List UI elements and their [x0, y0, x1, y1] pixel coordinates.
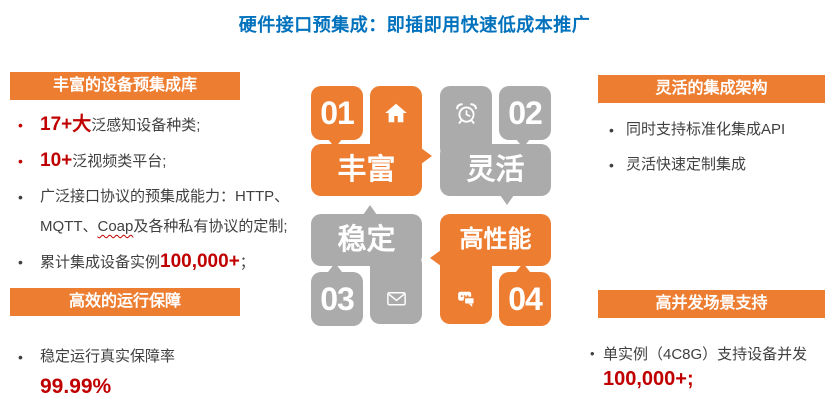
- panel-device-library: 丰富的设备预集成库 • 17+大泛感知设备种类; • 10+泛视频类平台; • …: [10, 72, 306, 283]
- bullet-text: 泛视频类平台;: [72, 153, 167, 170]
- panel-runtime-guarantee-header: 高效的运行保障: [10, 288, 240, 316]
- device-library-bullet-list: • 17+大泛感知设备种类; • 10+泛视频类平台; • 广泛接口协议的预集成…: [10, 110, 306, 278]
- bullet-marker: •: [609, 122, 614, 138]
- bubble-tail: [421, 148, 432, 164]
- list-item: • 10+泛视频类平台;: [10, 146, 306, 177]
- bullet-marker: •: [609, 157, 614, 173]
- envelope-icon: [370, 254, 422, 324]
- quadrant-diagram: 01 丰富 02 灵活 稳定 03: [311, 86, 551, 326]
- chat-bubbles-icon: [440, 254, 492, 324]
- bullet-marker: •: [18, 117, 23, 133]
- bullet-marker: •: [18, 153, 23, 169]
- list-item: • 17+大泛感知设备种类;: [10, 110, 306, 141]
- quadrant-3-stable: 稳定 03: [311, 205, 422, 326]
- panel-device-library-header: 丰富的设备预集成库: [10, 72, 240, 100]
- bullet-text: 及各种私有协议的定制;: [133, 218, 288, 235]
- bullet-text: 同时支持标准化集成API: [626, 121, 786, 138]
- quadrant-label: 灵活: [440, 144, 551, 196]
- highlight-value: 17+大: [40, 114, 92, 135]
- bullet-text: ；: [239, 254, 255, 271]
- list-item: • 广泛接口协议的预集成能力：HTTP、MQTT、Coap及各种私有协议的定制;: [10, 182, 306, 242]
- page-title: 硬件接口预集成：即插即用快速低成本推广: [238, 15, 591, 35]
- bubble-tail: [430, 250, 441, 266]
- quadrant-number-badge: 04: [499, 272, 551, 326]
- quadrant-4-high-performance: 高性能 04: [430, 214, 551, 326]
- panel-integration-architecture: 灵活的集成架构 • 同时支持标准化集成API • 灵活快速定制集成: [598, 75, 829, 185]
- bullet-marker: •: [18, 189, 23, 205]
- bullet-text: 稳定运行真实保障率: [40, 348, 176, 365]
- bubble-tail: [328, 263, 342, 272]
- panel-integration-architecture-header: 灵活的集成架构: [598, 75, 825, 103]
- quadrant-number-badge: 02: [499, 86, 551, 140]
- highlight-value: 100,000+: [160, 251, 240, 272]
- bullet-text: 广泛接口协议的预集成能力：HTTP、MQTT、: [40, 188, 290, 235]
- bubble-tail: [516, 263, 530, 272]
- bullet-marker: •: [18, 349, 23, 365]
- quadrant-1-rich: 01 丰富: [311, 86, 432, 196]
- spellcheck-word: Coap: [97, 218, 134, 235]
- quadrant-label: 丰富: [311, 144, 422, 196]
- bullet-marker: •: [590, 346, 595, 361]
- bubble-tail: [516, 139, 530, 148]
- highlight-value: 99.99%: [40, 375, 112, 398]
- panel-high-concurrency: 高并发场景支持 • 单实例（4C8G）支持设备并发 100,000+;: [588, 290, 828, 393]
- bubble-tail: [328, 139, 342, 148]
- list-item: • 稳定运行真实保障率 99.99%: [10, 342, 306, 402]
- bubble-tail: [363, 205, 377, 215]
- quadrant-number-badge: 03: [311, 272, 363, 326]
- bullet-text: 累计集成设备实例: [40, 254, 161, 271]
- list-item: • 灵活快速定制集成: [598, 150, 829, 180]
- bullet-text: 灵活快速定制集成: [626, 156, 747, 173]
- list-item: • 累计集成设备实例100,000+；: [10, 247, 306, 278]
- list-item: • 同时支持标准化集成API: [598, 115, 829, 145]
- quadrant-number-badge: 01: [311, 86, 363, 140]
- architecture-bullet-list: • 同时支持标准化集成API • 灵活快速定制集成: [598, 115, 829, 180]
- highlight-value: 100,000+;: [603, 368, 694, 390]
- highlight-value: 10+: [40, 150, 73, 171]
- quadrant-2-flexible: 02 灵活: [440, 86, 551, 205]
- bubble-tail: [500, 195, 514, 205]
- bullet-marker: •: [18, 254, 23, 270]
- list-item: • 单实例（4C8G）支持设备并发 100,000+;: [590, 342, 828, 393]
- bullet-text: 泛感知设备种类;: [91, 117, 201, 134]
- panel-high-concurrency-header: 高并发场景支持: [598, 290, 825, 318]
- panel-runtime-guarantee: 高效的运行保障 • 稳定运行真实保障率 99.99%: [10, 288, 306, 407]
- bullet-text: 单实例（4C8G）支持设备并发: [603, 346, 808, 363]
